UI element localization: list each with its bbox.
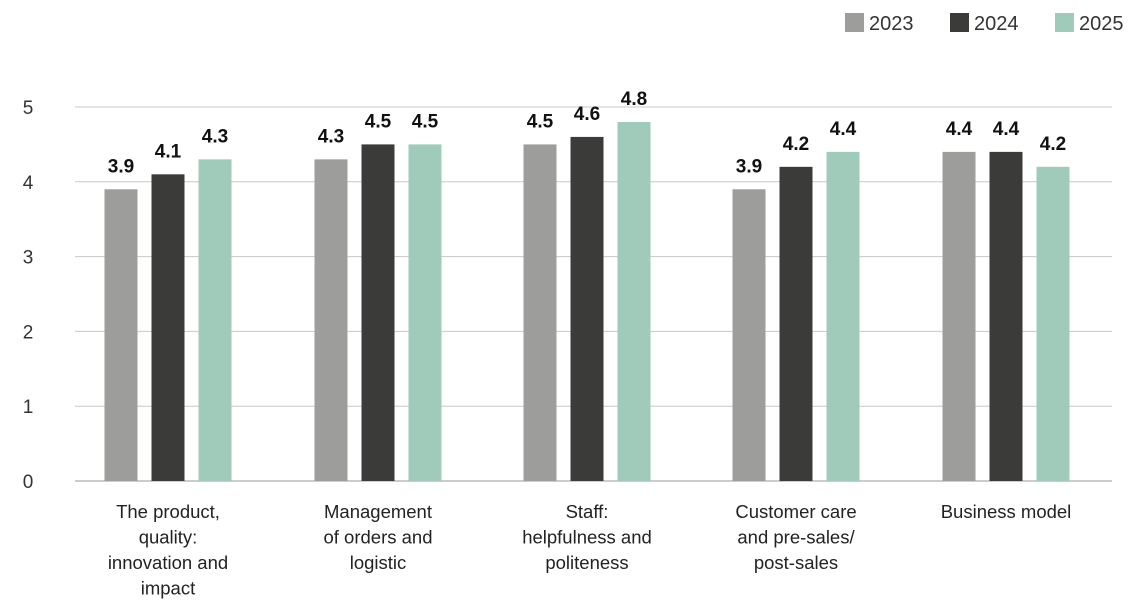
category-label-line: The product, [116,501,220,522]
data-label: 4.2 [1040,134,1066,155]
bar-2023-2 [523,144,557,481]
category-label-line: impact [141,578,196,599]
data-labels: 3.9 4.3 4.5 3.9 4.4 4.1 4.5 4.6 4.2 4.4 4.3 4.5 4.8 4… [108,89,1066,177]
data-label: 4.6 [574,104,600,125]
legend-swatch-2024 [950,13,969,32]
bar-2025-2 [617,121,651,482]
bar-2025-3 [826,151,860,481]
bar-2024-0 [151,174,185,481]
category-label: Staff: helpfulness and politeness [522,501,652,573]
data-label: 3.9 [108,156,134,177]
category-label-line: politeness [545,552,628,573]
bar-2025-4 [1036,166,1070,481]
category-label-line: post-sales [754,552,838,573]
y-tick-label: 0 [23,472,34,493]
legend: 2023 2024 2025 [845,13,1124,35]
category-label-line: logistic [350,552,407,573]
category-label: Management of orders and logistic [323,501,432,573]
legend-swatch-2025 [1055,13,1074,32]
category-label: The product, quality: innovation and impact [108,501,228,599]
data-label: 4.3 [202,126,228,147]
data-label: 4.1 [155,141,182,162]
bar-2023-0 [104,189,138,481]
data-label: 4.4 [946,119,973,140]
legend-label: 2024 [974,13,1019,35]
bar-2024-4 [989,151,1023,481]
legend-label: 2025 [1079,13,1124,35]
category-label: Business model [941,501,1072,522]
data-label: 4.5 [527,111,554,132]
category-label-line: Management [324,501,432,522]
y-tick-label: 2 [23,322,34,343]
data-label: 4.2 [783,134,809,155]
data-label: 4.3 [318,126,344,147]
bar-2023-3 [732,189,766,481]
category-label-line: Customer care [735,501,856,522]
category-label-line: and pre-sales/ [737,527,855,548]
category-label-line: Staff: [566,501,609,522]
bar-2023-1 [314,159,348,482]
y-tick-label: 3 [23,248,34,269]
bars [104,121,1070,482]
bar-2025-1 [408,144,442,481]
y-tick-label: 4 [23,173,34,194]
data-label: 4.5 [365,111,392,132]
bar-2024-3 [779,166,813,481]
data-label: 4.5 [412,111,439,132]
category-label-line: Business model [941,501,1072,522]
category-label-line: innovation and [108,552,228,573]
y-tick-label: 1 [23,397,34,418]
category-label-line: quality: [139,527,198,548]
legend-label: 2023 [869,13,914,35]
y-tick-label: 5 [23,98,34,119]
category-label-line: helpfulness and [522,527,652,548]
x-axis-category-labels: The product, quality: innovation and impact… [108,501,1071,599]
data-label: 4.8 [621,89,647,110]
category-label: Customer care and pre-sales/post-sales [735,501,856,573]
legend-swatch-2023 [845,13,864,32]
data-label: 3.9 [736,156,762,177]
data-label: 4.4 [830,119,857,140]
bar-2025-0 [198,159,232,482]
bar-2023-4 [942,151,976,481]
data-label: 4.4 [993,119,1020,140]
y-axis-tick-labels: 0 1 2 3 4 5 [23,98,34,493]
category-label-line: of orders and [323,527,432,548]
bar-2024-2 [570,136,604,482]
bar-2024-1 [361,144,395,481]
